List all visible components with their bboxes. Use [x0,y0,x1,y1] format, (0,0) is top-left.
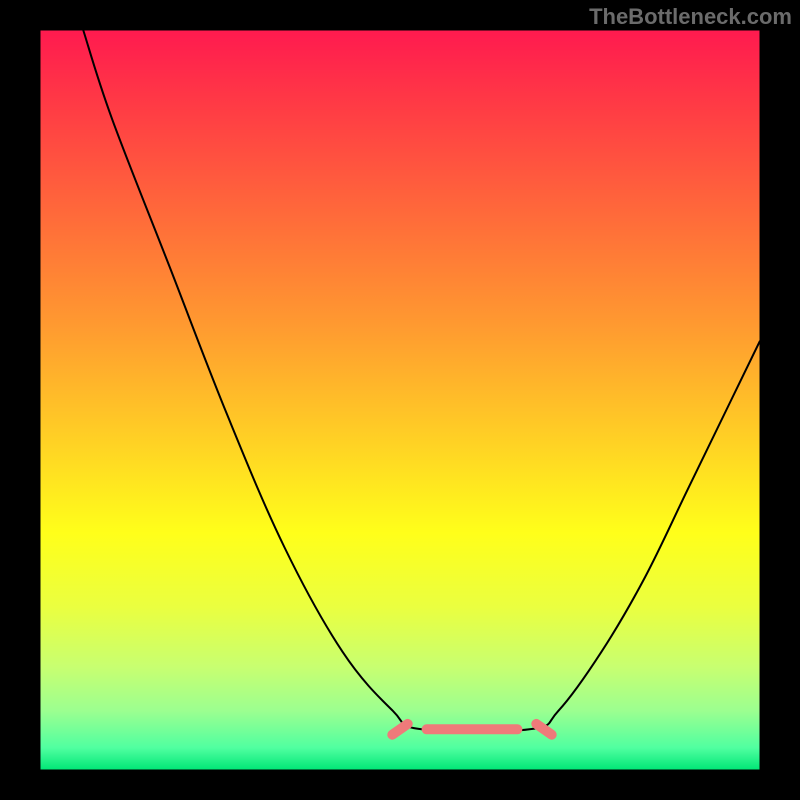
chart-root: TheBottleneck.com [0,0,800,800]
watermark-text: TheBottleneck.com [589,4,792,30]
plot-gradient-bg [40,30,760,770]
optimal-range-marker [422,724,523,734]
bottleneck-chart [0,0,800,800]
